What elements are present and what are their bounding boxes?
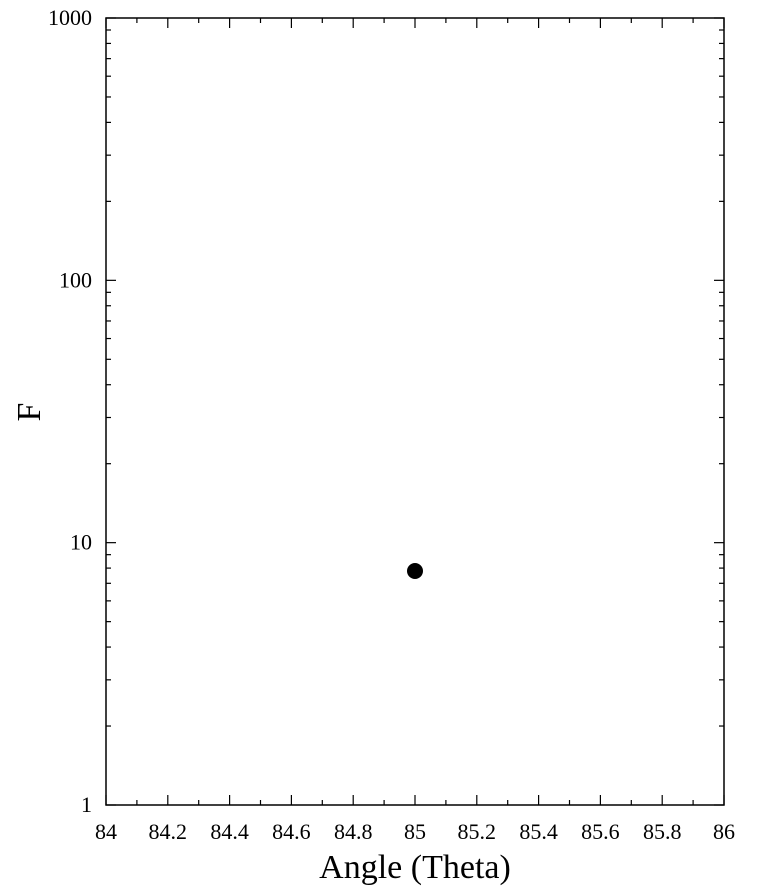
x-tick-label: 85.2 [458,819,497,844]
x-tick-label: 84.4 [210,819,249,844]
x-tick-label: 84.2 [149,819,188,844]
x-tick-label: 84 [95,819,117,844]
x-axis-title: Angle (Theta) [319,849,511,886]
axis-ticks [105,17,725,806]
x-tick-labels: 84 84.2 84.4 84.6 84.8 85 85.2 85.4 85.6 85.8 86 [95,819,735,844]
x-tick-label: 86 [713,819,735,844]
y-axis-title: F [11,403,48,422]
x-tick-label: 84.6 [272,819,311,844]
data-point [407,562,423,579]
y-tick-label: 100 [59,267,92,292]
y-tick-label: 1000 [48,5,92,30]
x-tick-label: 84.8 [334,819,373,844]
x-tick-label: 85 [404,819,426,844]
x-tick-label: 85.4 [519,819,558,844]
x-tick-label: 85.8 [643,819,682,844]
x-tick-label: 85.6 [581,819,620,844]
y-tick-labels: 1 10 100 1000 [48,5,92,817]
data-points [407,562,423,579]
plot-frame [105,17,725,806]
y-tick-label: 10 [70,530,92,555]
y-tick-label: 1 [81,792,92,817]
